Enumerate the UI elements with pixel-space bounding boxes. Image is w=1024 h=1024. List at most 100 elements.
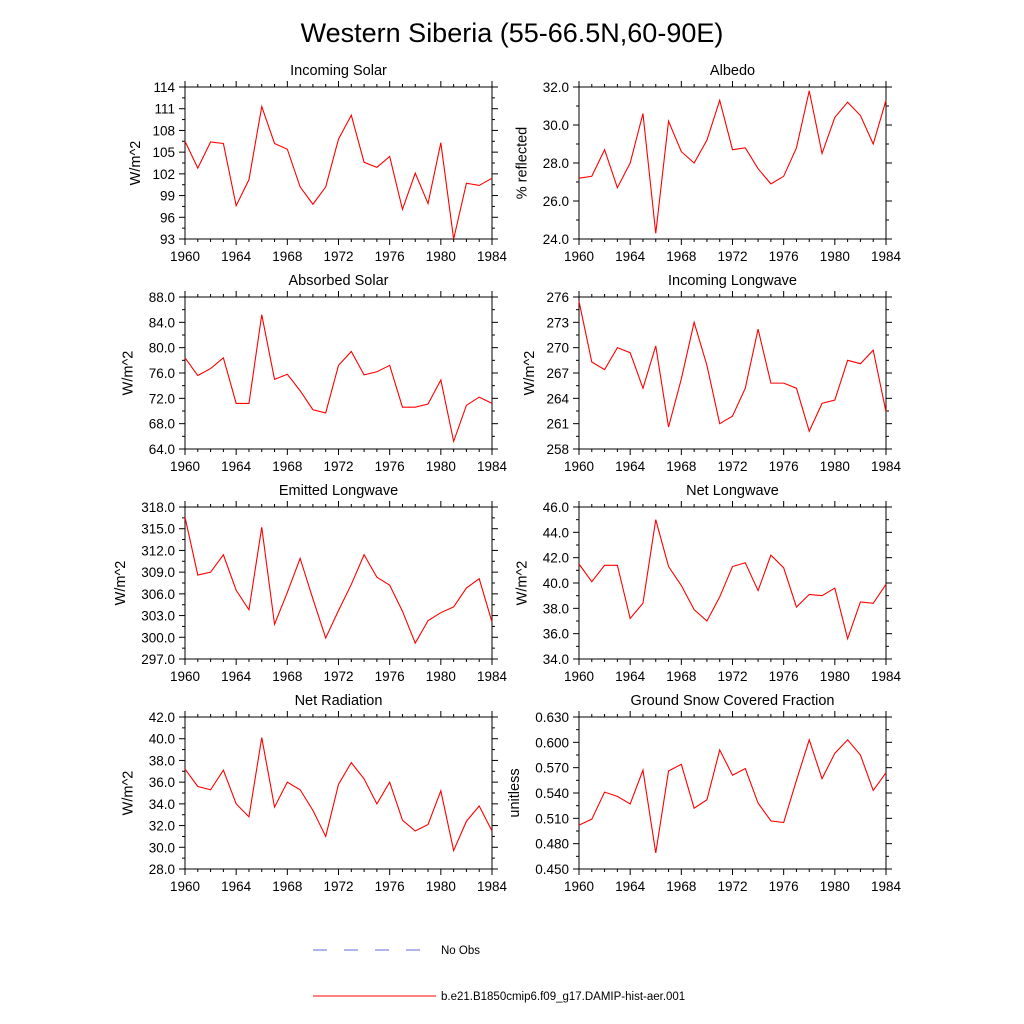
y-tick-label: 30.0 (543, 118, 569, 133)
axis-ticks (573, 501, 892, 665)
x-tick-label: 1976 (375, 669, 405, 684)
axis-ticks (179, 291, 498, 455)
axis-ticks (179, 711, 498, 875)
x-tick-label: 1964 (615, 669, 646, 684)
y-tick-label: 72.0 (149, 391, 175, 406)
panel-title: Net Radiation (295, 693, 383, 709)
x-tick-label: 1984 (477, 249, 508, 264)
axis-ticks (179, 81, 498, 245)
figure-title: Western Siberia (55-66.5N,60-90E) (301, 18, 724, 48)
plot-frame (578, 296, 887, 450)
x-tick-label: 1968 (272, 459, 302, 474)
y-axis-label: W/m^2 (128, 141, 144, 186)
panel-incoming-longwave: 1960 1964 1968 1972 1976 1980 1984 258 261 264 267… (522, 273, 901, 474)
x-tick-label: 1972 (323, 879, 353, 894)
x-tick-label: 1968 (666, 669, 696, 684)
y-tick-label: 40.0 (149, 732, 175, 747)
y-tick-label: 312.0 (141, 543, 175, 558)
y-tick-label: 46.0 (543, 500, 569, 515)
legend: No Obs b.e21.B1850cmip6.f09_g17.DAMIP-hi… (313, 945, 685, 1003)
x-tick-label: 1968 (666, 879, 696, 894)
x-tick-label: 1968 (272, 669, 302, 684)
x-tick-label: 1984 (871, 459, 902, 474)
y-tick-label: 80.0 (149, 341, 175, 356)
x-tick-label: 1968 (666, 249, 696, 264)
y-tick-label: 42.0 (149, 710, 175, 725)
y-tick-label: 38.0 (149, 753, 175, 768)
y-tick-label: 42.0 (543, 551, 569, 566)
x-tick-label: 1984 (871, 249, 902, 264)
y-tick-label: 0.510 (535, 811, 569, 826)
y-tick-label: 315.0 (141, 522, 175, 537)
y-tick-label: 32.0 (149, 819, 175, 834)
x-tick-label: 1960 (170, 459, 200, 474)
x-tick-label: 1976 (769, 879, 799, 894)
panel-net-radiation: 1960 1964 1968 1972 1976 1980 1984 28.0 30.0 32.0… (121, 693, 508, 894)
panel-grid: 1960 1964 1968 1972 1976 1980 1984 93 96 99 102 105… (113, 63, 902, 894)
y-tick-label: 303.0 (141, 609, 175, 624)
x-tick-label: 1972 (323, 249, 353, 264)
x-tick-label: 1984 (477, 459, 508, 474)
x-tick-label: 1980 (820, 249, 850, 264)
x-tick-label: 1972 (717, 669, 747, 684)
panel-title: Absorbed Solar (289, 273, 389, 289)
y-axis-label: unitless (507, 768, 523, 817)
y-axis-label: W/m^2 (515, 561, 531, 606)
y-tick-label: 0.600 (535, 735, 569, 750)
panel-albedo: 1960 1964 1968 1972 1976 1980 1984 24.0 26.0 28.0… (515, 63, 902, 264)
x-tick-label: 1984 (477, 879, 508, 894)
panel-title: Incoming Longwave (668, 273, 797, 289)
x-tick-label: 1960 (170, 879, 200, 894)
x-tick-label: 1960 (170, 249, 200, 264)
x-tick-label: 1980 (426, 459, 456, 474)
y-tick-label: 273 (546, 315, 569, 330)
y-tick-label: 84.0 (149, 315, 175, 330)
panel-title: Emitted Longwave (279, 483, 398, 499)
x-tick-label: 1980 (426, 669, 456, 684)
x-tick-label: 1968 (272, 249, 302, 264)
axis-ticks (573, 81, 892, 245)
y-tick-label: 267 (546, 366, 569, 381)
y-axis-label: W/m^2 (522, 351, 538, 396)
y-tick-label: 34.0 (149, 797, 175, 812)
x-tick-label: 1972 (323, 669, 353, 684)
x-tick-label: 1964 (615, 459, 646, 474)
x-tick-label: 1976 (769, 459, 799, 474)
x-tick-label: 1980 (820, 459, 850, 474)
x-tick-label: 1968 (666, 459, 696, 474)
y-tick-label: 26.0 (543, 194, 569, 209)
y-tick-label: 36.0 (543, 627, 569, 642)
plot-frame (578, 86, 887, 240)
y-tick-label: 96 (160, 210, 175, 225)
y-tick-label: 0.450 (535, 862, 569, 877)
panel-title: Albedo (710, 63, 755, 79)
y-tick-label: 28.0 (543, 156, 569, 171)
y-tick-label: 264 (546, 391, 569, 406)
axis-ticks (573, 291, 892, 455)
series-line (184, 737, 493, 853)
series-line (578, 738, 887, 854)
x-tick-label: 1960 (564, 669, 594, 684)
legend-label-no-obs: No Obs (441, 945, 480, 957)
x-tick-label: 1984 (871, 879, 902, 894)
y-tick-label: 318.0 (141, 500, 175, 515)
y-tick-label: 276 (546, 290, 569, 305)
y-tick-label: 258 (546, 442, 569, 457)
x-tick-label: 1980 (426, 249, 456, 264)
x-tick-label: 1976 (769, 669, 799, 684)
y-axis-label: W/m^2 (121, 771, 137, 816)
x-tick-label: 1964 (221, 459, 252, 474)
series-line (578, 90, 887, 234)
y-axis-label: W/m^2 (121, 351, 137, 396)
y-tick-label: 68.0 (149, 417, 175, 432)
y-tick-label: 300.0 (141, 630, 175, 645)
y-tick-label: 38.0 (543, 601, 569, 616)
series-line (184, 517, 493, 645)
y-tick-label: 297.0 (141, 652, 175, 667)
y-tick-label: 306.0 (141, 587, 175, 602)
y-tick-label: 30.0 (149, 840, 175, 855)
x-tick-label: 1980 (820, 879, 850, 894)
y-tick-label: 270 (546, 341, 569, 356)
plot-frame (184, 296, 493, 450)
